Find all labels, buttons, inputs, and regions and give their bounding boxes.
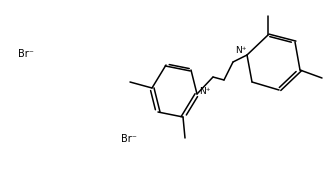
Text: Br⁻: Br⁻ bbox=[18, 49, 34, 59]
Text: N⁺: N⁺ bbox=[199, 87, 210, 96]
Text: N⁺: N⁺ bbox=[235, 46, 247, 55]
Text: Br⁻: Br⁻ bbox=[121, 134, 137, 144]
